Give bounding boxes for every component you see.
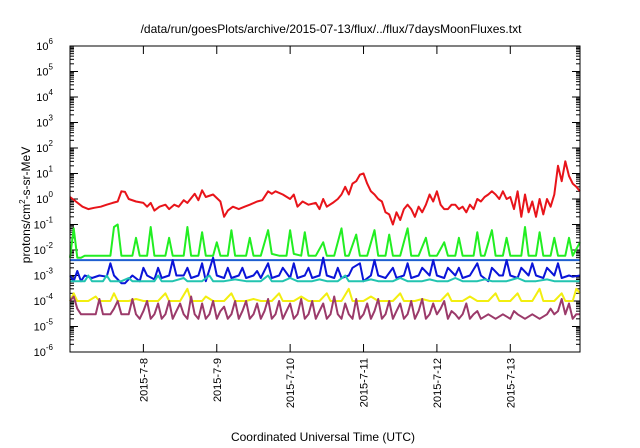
chart-title: /data/run/goesPlots/archive/2015-07-13/f…: [141, 22, 523, 36]
svg-text:protons/cm2-s-sr-MeV: protons/cm2-s-sr-MeV: [18, 147, 33, 263]
series-line-5: [70, 274, 580, 283]
x-tick-label: 2015-7-11: [359, 358, 371, 407]
y-tick-label: 106: [36, 37, 53, 53]
y-tick-label: 10-4: [34, 292, 54, 308]
y-tick-label: 10-3: [34, 267, 54, 283]
y-tick-label: 10-2: [34, 241, 54, 257]
x-tick-label: 2015-7-8: [138, 358, 150, 402]
y-axis-label-sup: 2: [18, 199, 27, 204]
x-tick-label: 2015-7-12: [432, 358, 444, 408]
series-group: [69, 160, 581, 320]
y-axis-label: protons/cm2-s-sr-MeV: [18, 147, 33, 263]
y-tick-label: 101: [36, 165, 53, 181]
x-axis-label: Coordinated Universal Time (UTC): [231, 430, 415, 444]
y-tick-label: 102: [36, 139, 53, 155]
series-line-7: [69, 295, 580, 320]
x-tick-group: 2015-7-8 2015-7-9 2015-7-10 2015-7-11 2015-7…: [138, 46, 517, 408]
series-line-2: [69, 223, 581, 259]
y-tick-group: 10-6 10-5 10-4 10-3 10-2 10-1 100 101 102 103 104 1…: [34, 37, 580, 359]
y-tick-label: 100: [36, 190, 53, 206]
y-tick-label: 10-6: [34, 343, 54, 359]
y-tick-label: 10-1: [34, 216, 54, 232]
y-tick-label: 105: [36, 63, 53, 79]
series-line-4: [69, 256, 581, 285]
plot-area-frame: [69, 45, 581, 353]
x-tick-label: 2015-7-10: [285, 358, 297, 408]
x-tick-label: 2015-7-13: [505, 358, 517, 408]
y-tick-label: 103: [36, 114, 53, 130]
series-line-1: [69, 160, 581, 226]
y-tick-label: 10-5: [34, 318, 54, 334]
series-line-6: [69, 287, 581, 302]
y-axis-label-suffix: -s-sr-MeV: [19, 147, 33, 200]
y-axis-label-prefix: protons/cm: [19, 204, 33, 263]
y-tick-label: 104: [36, 88, 53, 104]
x-tick-label: 2015-7-9: [212, 358, 224, 402]
